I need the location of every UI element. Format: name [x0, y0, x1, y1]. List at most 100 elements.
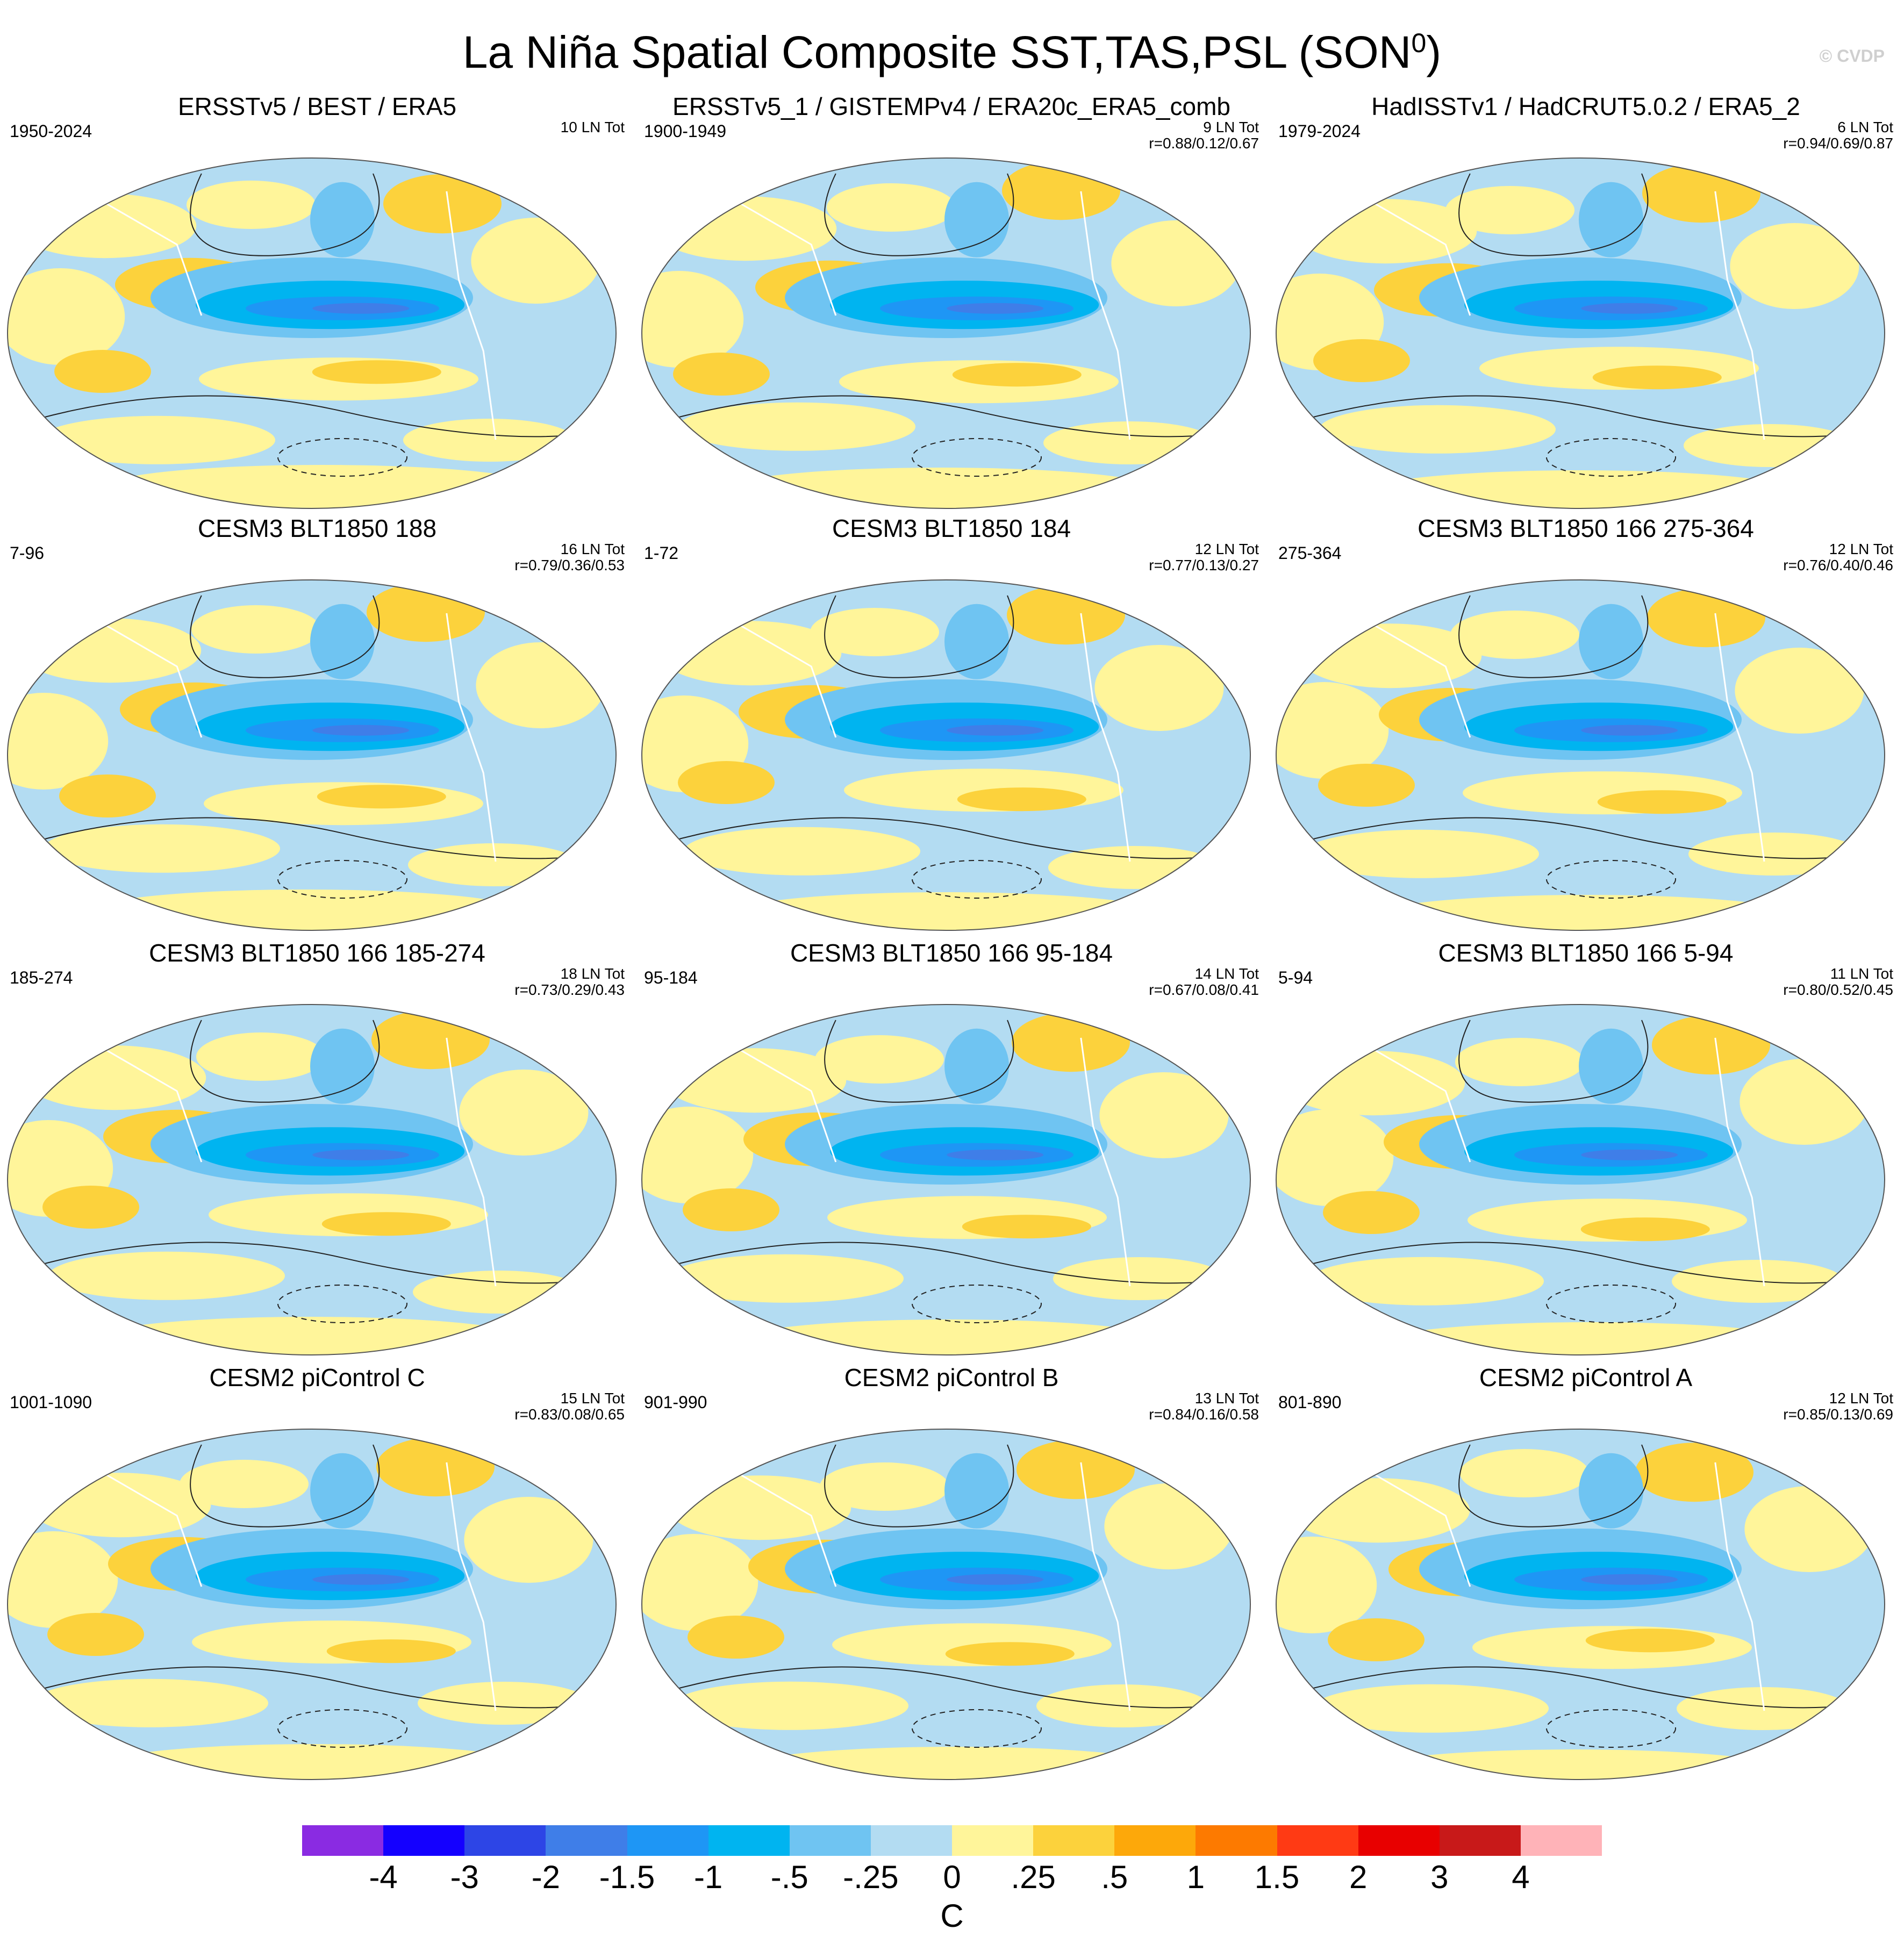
- warm-anomaly: [1282, 1051, 1465, 1116]
- warm-anomaly: [815, 1035, 944, 1084]
- colorbar-tick-label: .5: [1101, 1859, 1128, 1895]
- panel-pattern-correlation: r=0.88/0.12/0.67: [1149, 135, 1259, 152]
- psl-contour: [190, 173, 380, 256]
- psl-contour-negative: [1546, 438, 1676, 477]
- warm-anomaly: [44, 824, 280, 873]
- cold-anomaly: [310, 604, 375, 679]
- warm-anomaly: [39, 415, 275, 464]
- map-panel-7: [7, 1004, 617, 1355]
- warm-anomaly: [47, 1613, 144, 1656]
- panel-title: CESM3 BLT1850 166 95-184: [790, 939, 1113, 967]
- map-outline: [1276, 579, 1885, 931]
- composite-panel: CESM3 BLT1850 184 1-72 12 LN Tot r=0.77/0.1…: [634, 513, 1269, 938]
- psl-contour: [1458, 1444, 1649, 1527]
- map-panel-11: [641, 1429, 1251, 1780]
- map-outline: [7, 157, 617, 509]
- cold-anomaly: [947, 1149, 1044, 1160]
- panel-pattern-correlation: r=0.85/0.13/0.69: [1783, 1406, 1893, 1423]
- psl-contour-negative: [1546, 1285, 1676, 1323]
- warm-anomaly: [1312, 1684, 1549, 1733]
- warm-anomaly: [688, 1616, 784, 1659]
- warm-anomaly: [1359, 1749, 1789, 1780]
- panel-title: CESM2 piControl B: [844, 1364, 1059, 1391]
- colorbar-tick-label: 4: [1512, 1859, 1530, 1895]
- panel-ln-count: 6 LN Tot: [1837, 119, 1893, 135]
- panel-title: ERSSTv5_1 / GISTEMPv4 / ERA20c_ERA5_comb: [672, 92, 1230, 120]
- psl-contour: [1458, 595, 1649, 678]
- colorbar: [302, 1825, 1602, 1856]
- composite-panel: CESM3 BLT1850 188 7-96 16 LN Tot r=0.79/0.3…: [0, 513, 634, 938]
- warm-anomaly: [413, 1271, 585, 1314]
- cold-anomaly: [944, 1453, 1009, 1529]
- cold-anomaly: [1581, 1574, 1678, 1585]
- map-outline: [1276, 1004, 1885, 1355]
- psl-contour: [824, 173, 1014, 256]
- warm-anomaly: [726, 468, 1156, 508]
- panel-stats: 12 LN Tot r=0.85/0.13/0.69: [1783, 1390, 1893, 1423]
- warm-anomaly: [678, 761, 775, 804]
- coastline: [1365, 619, 1471, 738]
- warm-anomaly: [32, 1678, 268, 1727]
- warm-anomaly: [321, 1212, 451, 1236]
- warm-anomaly: [810, 608, 939, 656]
- warm-anomaly: [8, 1531, 118, 1628]
- cold-anomaly: [1581, 1149, 1678, 1160]
- coastline: [97, 619, 203, 738]
- warm-anomaly: [1307, 1257, 1544, 1305]
- warm-anomaly: [1592, 365, 1722, 390]
- warm-anomaly: [1048, 846, 1220, 889]
- panel-pattern-correlation: r=0.94/0.69/0.87: [1783, 135, 1893, 152]
- warm-anomaly: [367, 583, 485, 642]
- psl-contour-negative: [1546, 860, 1676, 899]
- psl-contour: [26, 1242, 597, 1284]
- colorbar-tick-label: -4: [369, 1859, 398, 1895]
- psl-contour: [190, 1444, 380, 1527]
- psl-contour: [190, 1020, 380, 1103]
- colorbar-tick-label: -1: [693, 1859, 723, 1895]
- psl-contour-negative: [277, 1709, 407, 1748]
- warm-anomaly: [317, 785, 446, 809]
- panel-years: 5-94: [1278, 968, 1313, 987]
- warm-anomaly: [1111, 220, 1241, 306]
- composite-panel: CESM2 piControl A 801-890 12 LN Tot r=0.85/…: [1269, 1362, 1903, 1787]
- panel-years: 185-274: [10, 968, 73, 987]
- psl-contour-negative: [912, 438, 1042, 477]
- map-panel-1: [7, 157, 617, 509]
- cold-anomaly: [1579, 1028, 1643, 1104]
- psl-contour-negative: [277, 1285, 407, 1323]
- colorbar-swatch: [1520, 1825, 1602, 1856]
- map-outline: [1276, 1429, 1885, 1780]
- colorbar-tick-label: 1: [1186, 1859, 1205, 1895]
- composite-panel: CESM3 BLT1850 166 5-94 5-94 11 LN Tot r=0.8…: [1269, 938, 1903, 1362]
- composite-panel: HadISSTv1 / HadCRUT5.0.2 / ERA5_2 1979-20…: [1269, 91, 1903, 516]
- warm-anomaly: [180, 1460, 309, 1508]
- warm-anomaly: [1287, 1478, 1470, 1543]
- map-panel-9: [1276, 1004, 1885, 1355]
- warm-anomaly: [90, 889, 520, 930]
- colorbar-tick-label: 0: [943, 1859, 961, 1895]
- colorbar-swatch: [1196, 1825, 1277, 1856]
- panel-title: CESM2 piControl C: [209, 1364, 425, 1391]
- coastline: [1714, 613, 1765, 862]
- cold-anomaly: [1581, 303, 1678, 314]
- panel-ln-count: 10 LN Tot: [560, 119, 625, 135]
- colorbar-tick-label: 2: [1349, 1859, 1368, 1895]
- psl-contour: [824, 595, 1014, 678]
- panel-years: 1979-2024: [1278, 121, 1361, 141]
- colorbar-swatch: [952, 1825, 1034, 1856]
- map-outline: [641, 157, 1251, 509]
- composite-panel: CESM3 BLT1850 166 185-274 185-274 18 LN To…: [0, 938, 634, 1362]
- panel-years: 1-72: [644, 543, 679, 563]
- coastline: [1080, 613, 1131, 862]
- panel-years: 901-990: [644, 1393, 707, 1412]
- warm-anomaly: [1684, 424, 1856, 467]
- psl-contour: [661, 817, 1232, 859]
- map-outline: [7, 579, 617, 931]
- coastline: [446, 613, 497, 862]
- cold-anomaly: [1579, 182, 1643, 257]
- map-outline: [7, 1004, 617, 1355]
- map-panel-12: [1276, 1429, 1885, 1780]
- composite-panel: CESM2 piControl B 901-990 13 LN Tot r=0.84/…: [634, 1362, 1269, 1787]
- colorbar-swatch: [464, 1825, 546, 1856]
- panel-stats: 9 LN Tot r=0.88/0.12/0.67: [1149, 119, 1259, 152]
